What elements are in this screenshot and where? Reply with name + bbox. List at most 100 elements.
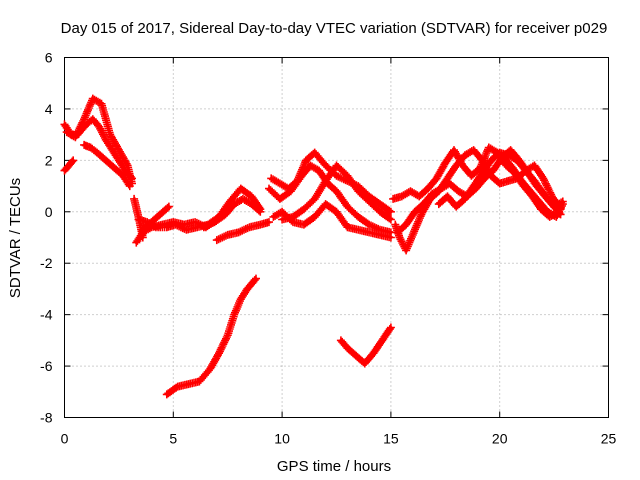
data-point bbox=[291, 220, 295, 224]
data-point bbox=[398, 236, 402, 239]
x-tick-label: 25 bbox=[601, 431, 617, 447]
data-point bbox=[472, 184, 476, 188]
data-point bbox=[367, 200, 371, 203]
data-point bbox=[378, 228, 382, 232]
data-point bbox=[515, 158, 519, 162]
series-track-t bbox=[434, 148, 565, 219]
data-point bbox=[324, 202, 328, 206]
series-track-u bbox=[491, 148, 567, 221]
data-point bbox=[63, 122, 66, 126]
data-point bbox=[554, 215, 558, 219]
data-point bbox=[389, 218, 393, 221]
data-point bbox=[395, 230, 399, 234]
data-point bbox=[335, 174, 338, 178]
data-point bbox=[71, 158, 75, 162]
data-point bbox=[280, 218, 284, 221]
data-point bbox=[258, 210, 262, 214]
data-point bbox=[165, 392, 169, 396]
data-point bbox=[463, 197, 467, 201]
series-track-p bbox=[336, 323, 395, 368]
data-point bbox=[226, 333, 230, 337]
data-point bbox=[391, 197, 395, 201]
series-markers bbox=[336, 323, 395, 368]
data-point bbox=[541, 176, 545, 180]
data-point bbox=[324, 179, 328, 183]
data-point bbox=[167, 205, 171, 209]
data-point bbox=[345, 346, 349, 350]
data-point bbox=[439, 187, 443, 191]
data-point bbox=[154, 225, 158, 229]
data-point bbox=[537, 200, 541, 203]
data-point bbox=[454, 164, 458, 167]
data-point bbox=[546, 210, 550, 214]
data-point bbox=[239, 187, 243, 191]
data-point bbox=[195, 225, 199, 229]
data-point bbox=[445, 176, 449, 180]
data-point bbox=[65, 130, 69, 134]
series-track-d bbox=[60, 156, 78, 175]
data-point bbox=[250, 194, 254, 198]
data-point bbox=[226, 233, 230, 237]
data-point bbox=[524, 169, 528, 173]
series-track-c bbox=[80, 140, 134, 191]
data-point bbox=[445, 194, 449, 198]
data-point bbox=[489, 158, 493, 162]
data-point bbox=[287, 187, 291, 191]
data-point bbox=[345, 174, 349, 178]
data-point bbox=[463, 153, 467, 157]
y-axis-label: SDTVAR / TECUs bbox=[7, 178, 24, 298]
series-track-k bbox=[162, 274, 260, 399]
data-point bbox=[478, 166, 482, 170]
data-point bbox=[443, 161, 447, 165]
y-tick-label: 2 bbox=[45, 152, 53, 168]
data-point bbox=[126, 164, 130, 167]
data-point bbox=[132, 197, 136, 201]
data-point bbox=[506, 153, 510, 157]
data-point bbox=[228, 200, 232, 203]
data-point bbox=[258, 223, 262, 227]
data-point bbox=[110, 148, 114, 152]
data-point bbox=[134, 241, 138, 245]
data-point bbox=[498, 182, 502, 185]
data-point bbox=[389, 236, 393, 239]
data-point bbox=[356, 189, 360, 193]
data-point bbox=[419, 212, 423, 216]
data-point bbox=[165, 225, 169, 229]
data-point bbox=[324, 164, 328, 167]
plot-frame bbox=[64, 57, 609, 418]
series-track-a bbox=[60, 115, 136, 183]
series-track-o bbox=[269, 200, 395, 242]
data-point bbox=[356, 215, 360, 219]
data-point bbox=[89, 146, 93, 149]
data-series bbox=[60, 94, 567, 399]
data-point bbox=[519, 179, 523, 183]
data-point bbox=[400, 194, 404, 198]
series-track-h bbox=[138, 202, 173, 234]
data-point bbox=[121, 174, 125, 178]
data-point bbox=[95, 151, 99, 155]
data-point bbox=[408, 189, 412, 193]
data-point bbox=[113, 166, 117, 170]
data-point bbox=[413, 210, 417, 214]
data-point bbox=[528, 189, 532, 193]
data-point bbox=[493, 151, 497, 155]
data-point bbox=[158, 212, 162, 216]
data-point bbox=[317, 169, 321, 173]
data-point bbox=[456, 189, 460, 193]
y-tick-label: -8 bbox=[40, 410, 53, 426]
data-point bbox=[187, 382, 191, 386]
data-point bbox=[345, 205, 349, 209]
data-point bbox=[295, 179, 299, 183]
data-point bbox=[82, 117, 86, 121]
data-point bbox=[480, 171, 484, 175]
data-point bbox=[541, 192, 545, 196]
series-track-b bbox=[62, 94, 136, 188]
data-point bbox=[461, 164, 465, 167]
data-point bbox=[269, 176, 273, 180]
data-point bbox=[482, 176, 486, 180]
x-tick-label: 20 bbox=[492, 431, 508, 447]
series-track-i bbox=[199, 194, 265, 232]
data-point bbox=[363, 362, 367, 365]
data-point bbox=[215, 238, 219, 242]
data-point bbox=[128, 184, 132, 188]
